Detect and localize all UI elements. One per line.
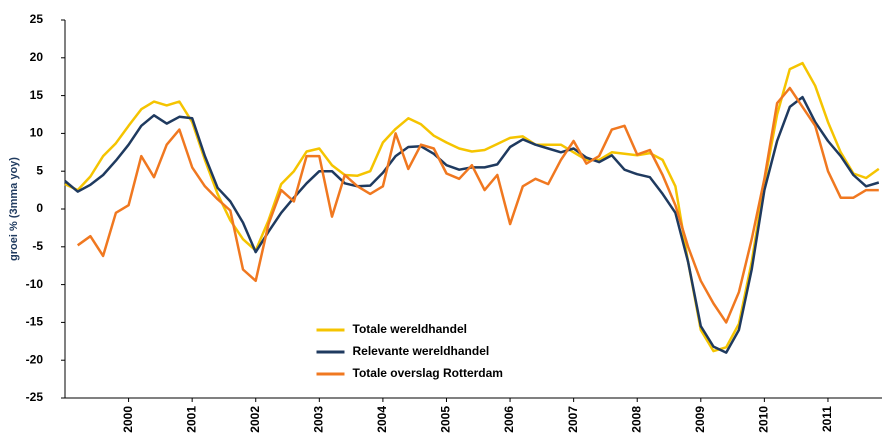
- series-line: [76, 86, 879, 324]
- x-tick-label: 2002: [248, 406, 262, 433]
- x-tick-label: 2008: [629, 406, 643, 433]
- x-tick-label: 2007: [566, 406, 580, 433]
- y-tick-label: 10: [30, 126, 44, 140]
- series-line: [64, 61, 880, 353]
- y-tick-label: 20: [30, 50, 44, 64]
- x-tick-label: 2009: [693, 406, 707, 433]
- y-tick-label: 5: [36, 163, 43, 177]
- y-tick-label: -5: [32, 239, 43, 253]
- x-tick-label: 2010: [757, 406, 771, 433]
- y-tick-label: 0: [36, 201, 43, 215]
- x-tick-label: 2000: [121, 406, 135, 433]
- x-tick-label: 2003: [311, 406, 325, 433]
- y-tick-label: -10: [26, 277, 44, 291]
- y-axis-label: groei % (3mma yoy): [8, 157, 20, 261]
- y-tick-label: -25: [26, 390, 44, 404]
- y-tick-label: -15: [26, 315, 44, 329]
- y-tick-label: 15: [30, 88, 44, 102]
- legend-box: [308, 318, 549, 388]
- y-tick-label: 25: [30, 12, 44, 26]
- legend-label: Totale overslag Rotterdam: [353, 366, 503, 380]
- legend-label: Totale wereldhandel: [353, 322, 467, 336]
- x-tick-label: 2001: [184, 406, 198, 433]
- legend-label: Relevante wereldhandel: [353, 344, 490, 358]
- x-tick-label: 2006: [502, 406, 516, 433]
- y-tick-label: -20: [26, 352, 44, 366]
- x-tick-label: 2005: [439, 406, 453, 433]
- x-tick-label: 2004: [375, 406, 389, 433]
- x-tick-label: 2011: [820, 406, 834, 432]
- legend: Totale wereldhandel Relevante wereldhande…: [308, 318, 549, 388]
